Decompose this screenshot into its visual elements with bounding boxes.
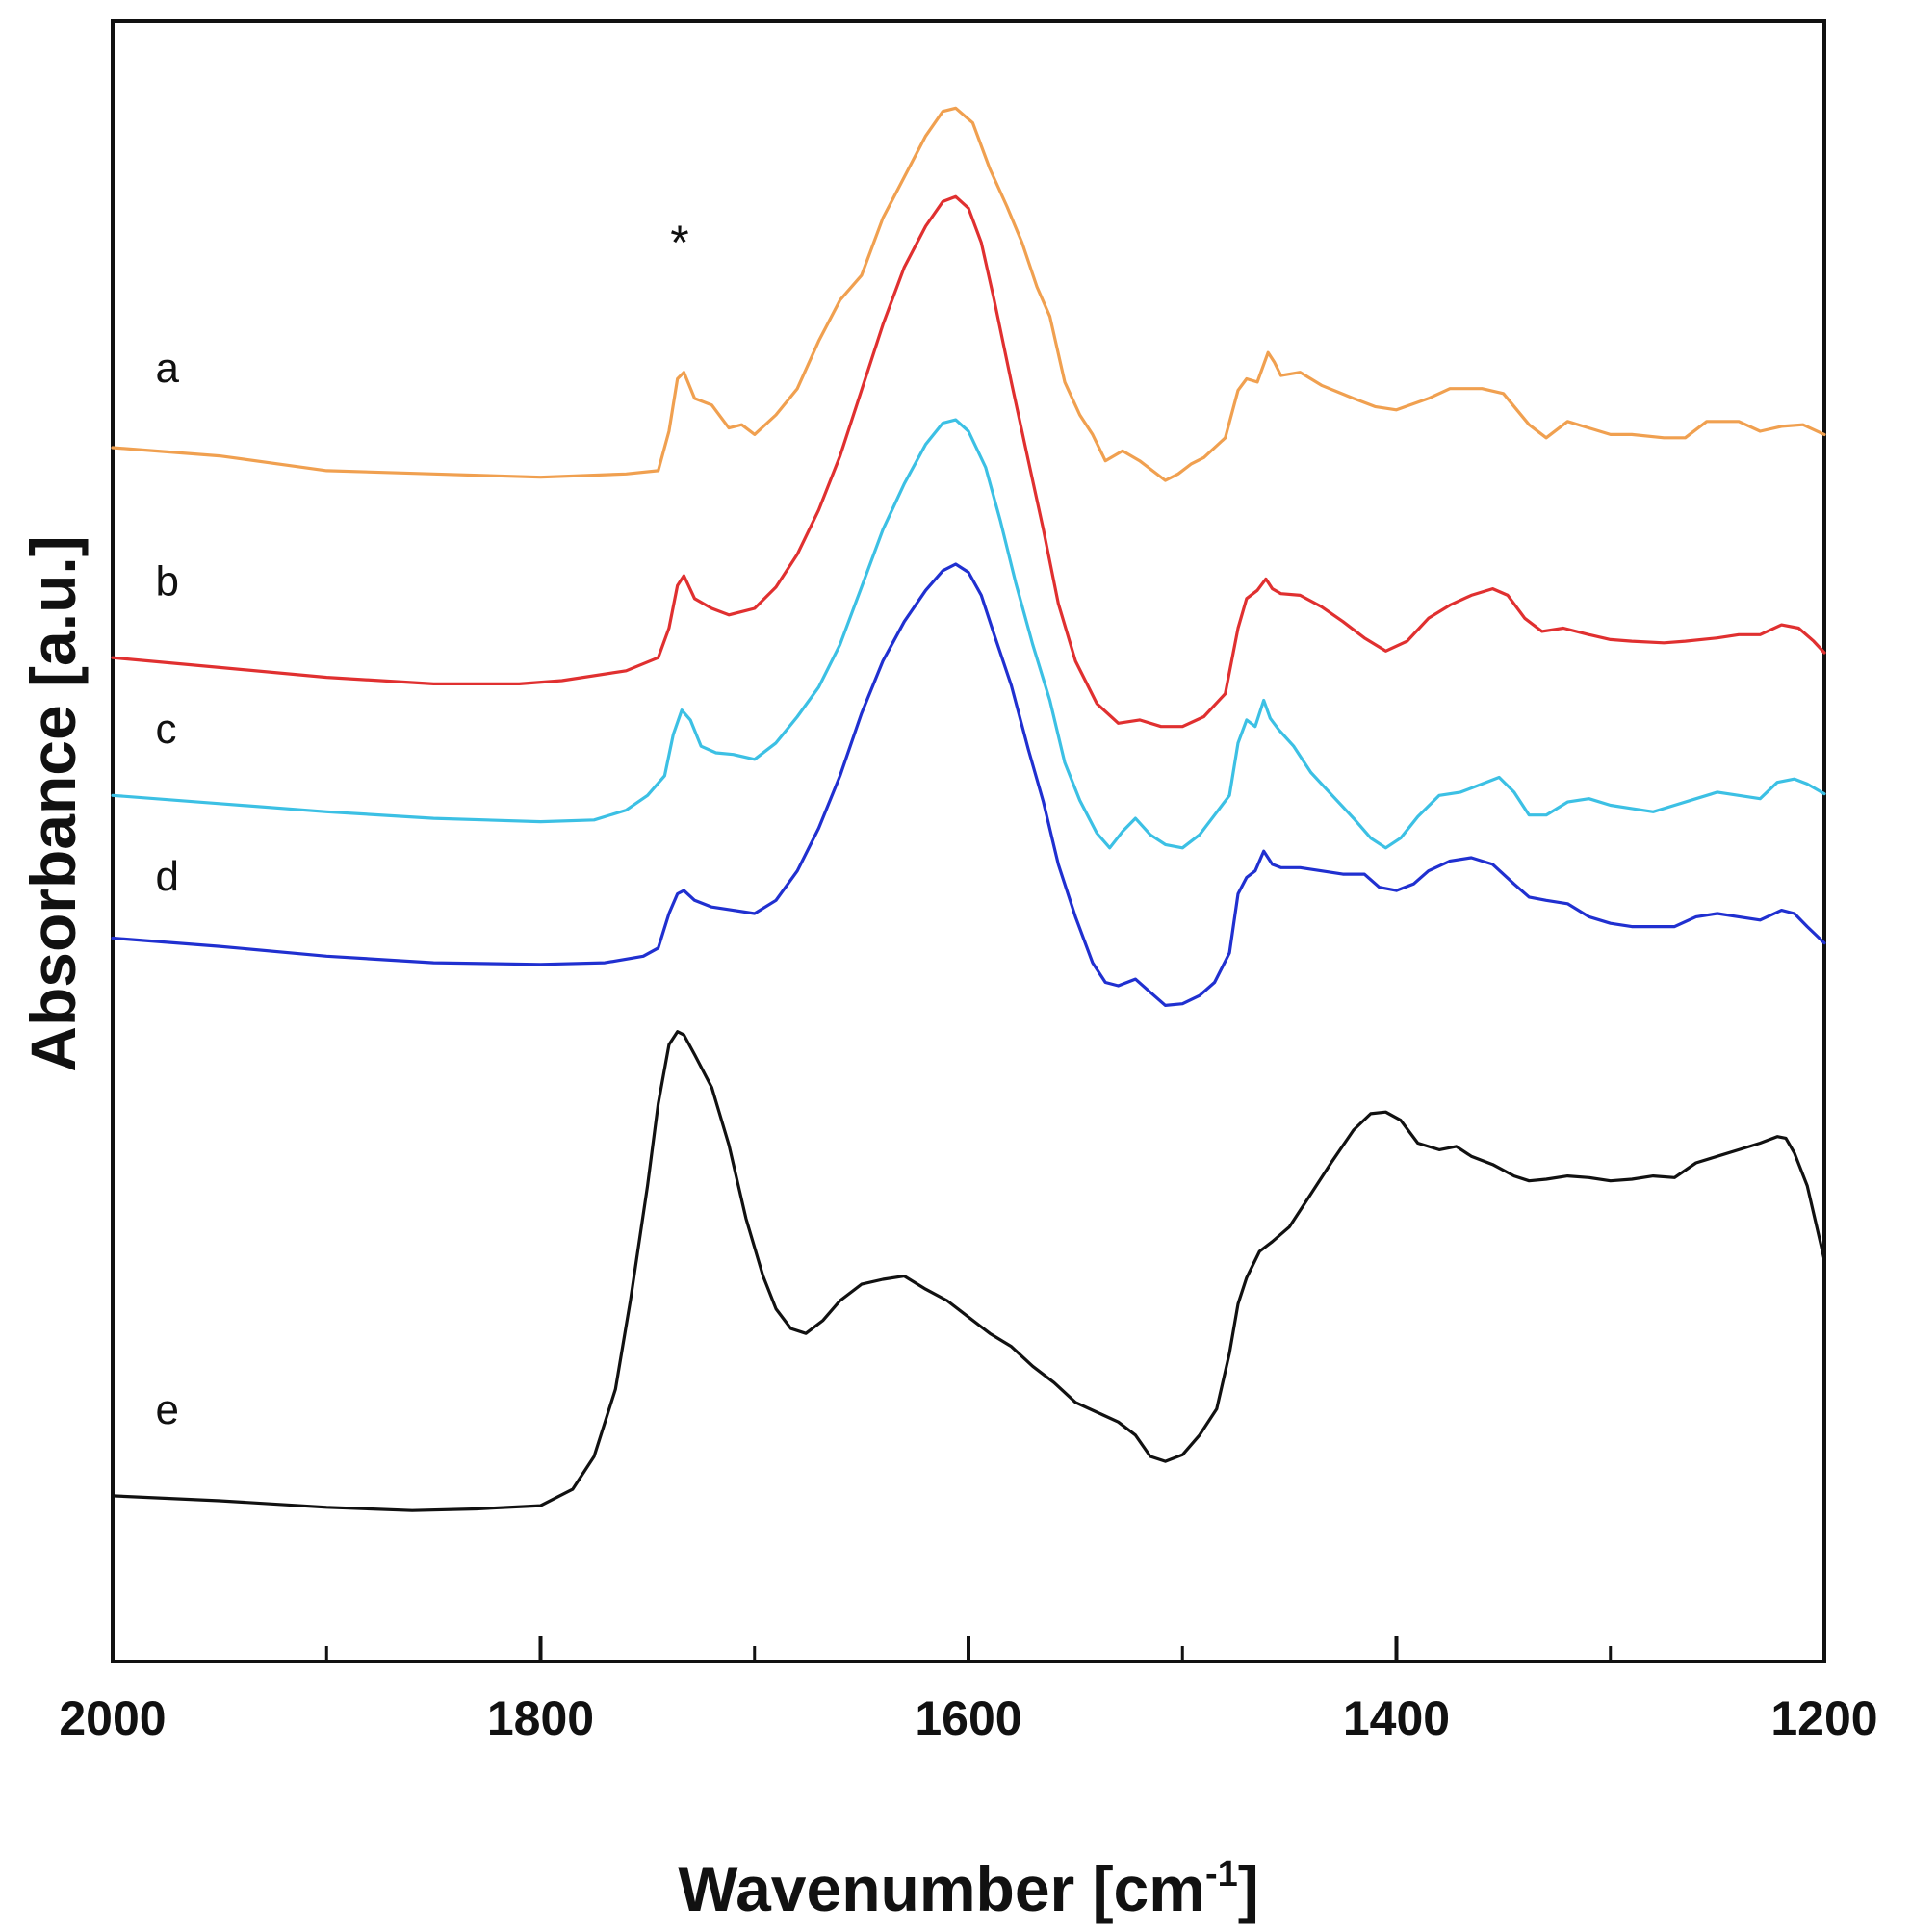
spectrum-line-e — [111, 1030, 1826, 1512]
x-axis-ticks: 2000 1800 1600 1400 1200 — [59, 1636, 1878, 1745]
spectrum-line-d — [111, 562, 1826, 1007]
series-label-d: d — [155, 853, 178, 900]
series-labels: a b c d e — [155, 345, 179, 1433]
spectrum-line-b — [111, 194, 1826, 729]
x-axis-title-main: Wavenumber [cm — [678, 1853, 1205, 1924]
series-label-c: c — [155, 706, 176, 753]
x-tick-label: 1400 — [1343, 1691, 1450, 1745]
spectra-series — [111, 106, 1826, 1512]
x-tick-label: 2000 — [59, 1691, 166, 1745]
y-axis-title: Absorbance [a.u.] — [17, 535, 89, 1071]
series-label-b: b — [155, 557, 178, 605]
series-label-e: e — [155, 1386, 178, 1433]
x-tick-label: 1800 — [487, 1691, 594, 1745]
annotations: * — [670, 216, 688, 270]
spectrum-line-c — [111, 418, 1826, 850]
x-axis-title-suffix: ] — [1238, 1853, 1259, 1924]
x-tick-label: 1200 — [1770, 1691, 1877, 1745]
x-axis-title: Wavenumber [cm-1] — [678, 1853, 1258, 1924]
x-axis-title-superscript: -1 — [1205, 1854, 1238, 1894]
peak-asterisk-annotation: * — [670, 216, 688, 270]
plot-frame — [111, 19, 1826, 1663]
series-label-a: a — [155, 345, 179, 392]
spectrum-line-a — [111, 106, 1826, 482]
x-tick-label: 1600 — [915, 1691, 1021, 1745]
